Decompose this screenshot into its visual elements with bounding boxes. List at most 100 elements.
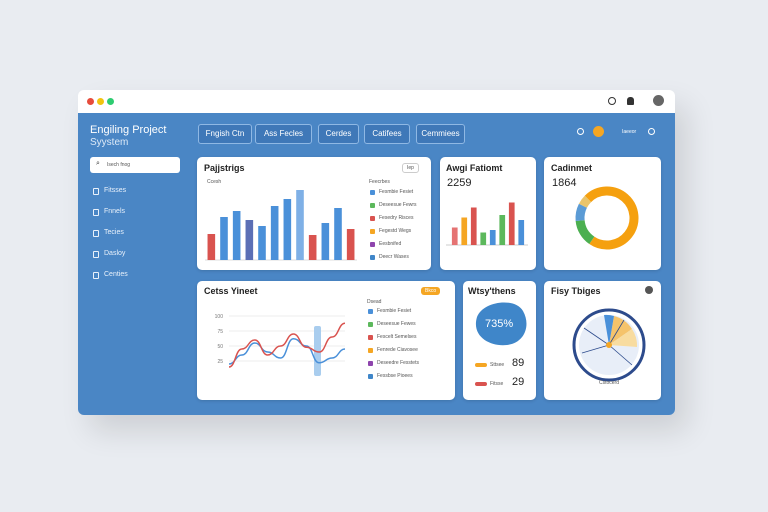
tab[interactable]: Cemmiees <box>416 124 465 144</box>
legend-label: Fessbse Pioees <box>377 373 413 379</box>
bar <box>470 207 477 245</box>
close-dot[interactable] <box>87 98 94 105</box>
legend-label: Deseesue Fewes <box>377 321 416 327</box>
card-badge[interactable]: Bkco <box>421 287 441 295</box>
row-value: 89 <box>512 357 525 369</box>
bar <box>346 229 355 260</box>
bar <box>499 215 506 245</box>
nav-item[interactable]: Centies <box>104 271 128 278</box>
bar <box>258 226 266 260</box>
y-tick-label: 25 <box>217 359 223 365</box>
card: Wtsy'thens 735% <box>463 281 536 400</box>
card-title: Cadinmet <box>551 163 593 173</box>
nav-icon[interactable] <box>93 272 99 279</box>
card-menu[interactable] <box>645 286 653 294</box>
top-search[interactable] <box>577 128 584 135</box>
chart: 25 50 75 100 <box>215 314 346 376</box>
legend-swatch <box>368 374 373 379</box>
legend-label: Deseedre Fesstets <box>377 360 419 366</box>
tab[interactable]: Ass Fecles <box>255 124 312 144</box>
donut-segment <box>575 203 588 221</box>
legend-label: Eesbnifed <box>379 241 402 247</box>
legend-title: Feecrbes <box>369 179 390 185</box>
top-settings[interactable] <box>648 128 655 135</box>
bar <box>220 217 228 260</box>
legend-label: Fesmbie Fesiet <box>379 189 414 195</box>
legend-swatch <box>368 348 373 353</box>
legend-label: Fegestd Wegs <box>379 228 412 234</box>
nav-icon[interactable] <box>93 209 99 216</box>
bar <box>232 211 241 260</box>
legend-swatch <box>370 229 375 234</box>
donut-segment <box>578 195 592 208</box>
card-button[interactable]: Iep <box>402 163 419 173</box>
bar <box>461 217 468 245</box>
tab[interactable]: Fngish Ctn <box>198 124 252 144</box>
nav-icon[interactable] <box>93 230 99 237</box>
bar <box>245 220 254 260</box>
bar <box>489 230 496 245</box>
tab[interactable]: Cerdes <box>318 124 359 144</box>
card-title: Pajjstrigs <box>204 163 245 173</box>
nav-item[interactable]: Fnnels <box>104 208 126 215</box>
app-title: Engiling Project <box>90 124 167 136</box>
bar <box>334 208 342 260</box>
tab[interactable]: Catifees <box>364 124 410 144</box>
max-dot[interactable] <box>107 98 114 105</box>
legend-label: Deecr Wases <box>379 254 409 260</box>
user-icon[interactable] <box>627 97 634 105</box>
donut-segment <box>584 186 639 250</box>
legend-swatch <box>368 335 373 340</box>
row-label: Fitsse <box>490 381 504 387</box>
nav-item[interactable]: Fitsses <box>104 187 127 194</box>
min-dot[interactable] <box>97 98 104 105</box>
nav-icon[interactable] <box>93 251 99 258</box>
bar <box>296 190 304 260</box>
card-title: Wtsy'thens <box>468 286 516 296</box>
legend-swatch <box>370 203 375 208</box>
row-bar <box>475 382 487 386</box>
legend-label: Fescelt Semelses <box>377 334 417 340</box>
app-subtitle: Syystem <box>90 137 129 148</box>
avatar[interactable] <box>653 95 664 106</box>
card-subtitle: Ccesh <box>207 179 222 185</box>
bar <box>321 223 330 260</box>
nav-item[interactable]: Tecies <box>104 229 124 236</box>
top-badge[interactable]: Iaeeor <box>622 129 637 135</box>
legend-swatch <box>370 255 375 260</box>
chart <box>446 202 528 246</box>
search-placeholder: Isech fnog <box>107 162 131 168</box>
card-title: Awgi Fatiomt <box>446 163 503 173</box>
chart <box>575 186 639 250</box>
search-icon[interactable] <box>608 97 616 105</box>
card-title: Cetss Yineet <box>204 286 258 296</box>
search-box[interactable]: ⌕ Isech fnog <box>90 157 180 173</box>
card: Awgi Fatiomt 2259 <box>440 157 536 270</box>
nav-item[interactable]: Dasloy <box>104 250 126 257</box>
donut-segment <box>575 219 595 245</box>
card-caption: Cstocerd <box>599 380 620 386</box>
card-value: 1864 <box>552 177 577 189</box>
top-notify[interactable] <box>593 126 604 137</box>
chart <box>205 190 357 261</box>
legend-label: Fesmbie Fesiet <box>377 308 412 314</box>
legend-swatch <box>368 309 373 314</box>
card: Cetss Yineet Bkco Dsead <box>197 281 455 400</box>
bar <box>270 206 279 260</box>
bar <box>451 227 458 245</box>
radial-chart <box>572 308 646 382</box>
line-series <box>228 322 346 368</box>
line-series <box>228 338 346 365</box>
legend-label: Fesedry Risces <box>379 215 414 221</box>
legend-swatch <box>370 190 375 195</box>
card: Fisy Tbiges Cstocerd <box>544 281 661 400</box>
legend-title: Dsead <box>367 299 382 305</box>
row-label: Sttsee <box>490 362 505 368</box>
blob <box>475 302 527 346</box>
nav-icon[interactable] <box>93 188 99 195</box>
legend-label: Deseesue Fewrs <box>379 202 417 208</box>
card-value: 735% <box>485 318 514 330</box>
bar <box>283 199 292 260</box>
legend-swatch <box>368 361 373 366</box>
